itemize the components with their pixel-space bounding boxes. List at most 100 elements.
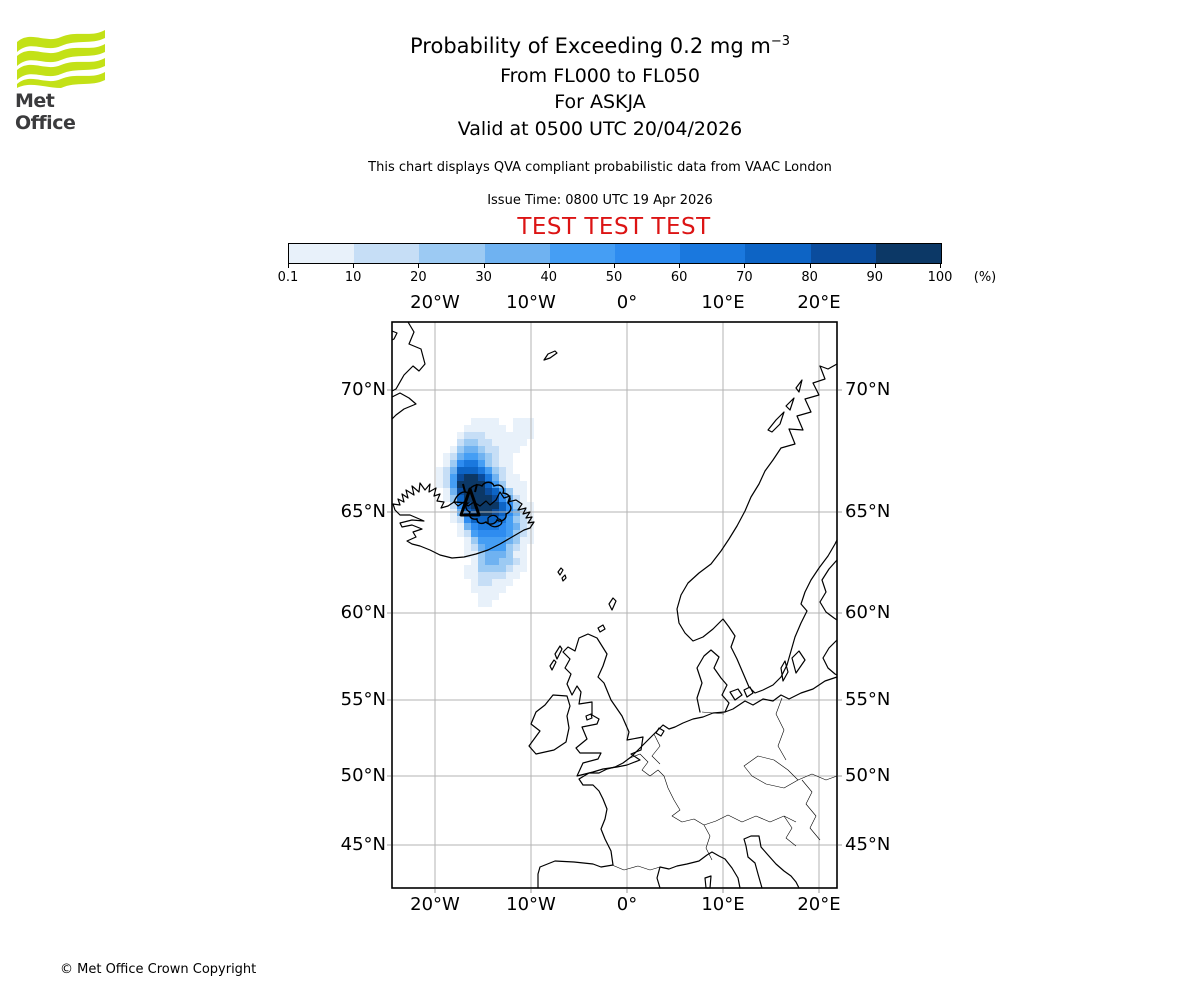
coast-faroes-2 (561, 574, 567, 582)
colorbar-tick-label: 10 (344, 270, 362, 285)
plume-cell (506, 558, 513, 565)
plume-cell (478, 460, 485, 467)
plume-cell (485, 530, 492, 537)
plume-cell (464, 537, 471, 544)
plume-cell (471, 432, 478, 439)
graticule (392, 322, 837, 888)
plume-cell (520, 418, 527, 425)
plume-cell (478, 572, 485, 579)
plume-cell (457, 467, 464, 474)
plume-cell (485, 579, 492, 586)
plume-cell (492, 565, 499, 572)
plume-cell (485, 481, 492, 488)
glacier-outline-2 (487, 514, 503, 528)
plume-cell (492, 432, 499, 439)
plume-cell (485, 474, 492, 481)
plume-cell (499, 474, 506, 481)
plume-cell (520, 432, 527, 439)
plume-cell (464, 439, 471, 446)
coast-lofoten-2 (785, 397, 795, 411)
page-title: Probability of Exceeding 0.2 mg m−3 (410, 34, 790, 58)
coast-adriatic (743, 835, 800, 889)
qva-note: This chart displays QVA compliant probab… (368, 160, 832, 175)
colorbar-segment-1 (289, 244, 355, 263)
plume-cell (492, 474, 499, 481)
plume-cell (492, 551, 499, 558)
plume-cell (478, 446, 485, 453)
plume-cell (471, 418, 478, 425)
colorbar-tick-label: 0.1 (277, 270, 299, 285)
plume-cell (485, 565, 492, 572)
coast-great-britain (562, 633, 644, 777)
plume-cell (443, 488, 450, 495)
plume-cell (499, 425, 506, 432)
plume-cell (492, 467, 499, 474)
subtitle-volcano: For ASKJA (554, 91, 646, 113)
lon-label-bottom: 10°W (506, 894, 556, 915)
plume-cell (464, 474, 471, 481)
lon-label-bottom: 20°W (410, 894, 460, 915)
lat-label-right: 55°N (845, 689, 891, 710)
plume-cell (499, 495, 506, 502)
colorbar-tick (940, 264, 941, 268)
colorbar-tick-label: 90 (866, 270, 884, 285)
plume-cell (478, 537, 485, 544)
plume-cell (443, 460, 450, 467)
plume-cell (520, 565, 527, 572)
plume-cell (520, 488, 527, 495)
plume-cell (471, 537, 478, 544)
lon-label-top: 10°E (701, 292, 745, 313)
test-banner: TEST TEST TEST (517, 214, 711, 240)
plume-cell (478, 565, 485, 572)
plume-cell (464, 523, 471, 530)
plume-cell (457, 516, 464, 523)
lon-label-top: 20°W (410, 292, 460, 313)
plume-cell (471, 530, 478, 537)
plume-cell (443, 481, 450, 488)
lon-label-top: 0° (616, 292, 638, 313)
plume-cell (499, 502, 506, 509)
plume-cell (520, 516, 527, 523)
plume-cell (492, 572, 499, 579)
volcano-area (453, 481, 512, 528)
plume-cell (513, 551, 520, 558)
plume-cell (450, 453, 457, 460)
plume-cell (513, 523, 520, 530)
plume-cell (485, 572, 492, 579)
plume-cell (499, 572, 506, 579)
plume-cell (499, 537, 506, 544)
plume-cell (506, 481, 513, 488)
coast-greenland (391, 321, 426, 392)
plume-cell (450, 516, 457, 523)
plume-cell (464, 488, 471, 495)
colorbar-tick-label: 30 (475, 270, 492, 285)
plume-cell (513, 558, 520, 565)
plume-cell (464, 481, 471, 488)
plume-cell (478, 425, 485, 432)
plume-cell (520, 502, 527, 509)
plume-cell (499, 439, 506, 446)
coast-shetland (608, 597, 617, 611)
plume-cell (506, 523, 513, 530)
colorbar-segment-5 (549, 244, 616, 263)
plume-cell (506, 432, 513, 439)
plume-cell (450, 460, 457, 467)
plume-cell (450, 502, 457, 509)
lat-label-left: 60°N (340, 602, 386, 623)
plume-cell (443, 474, 450, 481)
coast-lofoten (767, 411, 785, 433)
plume-cell (478, 432, 485, 439)
plume-cell (520, 530, 527, 537)
lon-label-bottom: 10°E (701, 894, 745, 915)
plume-cell (485, 488, 492, 495)
plume-cell (499, 565, 506, 572)
coast-gotland (791, 650, 806, 674)
plume-cell (436, 467, 443, 474)
plume-cell (520, 544, 527, 551)
colorbar-segment-2 (354, 244, 420, 263)
plume-cell (478, 551, 485, 558)
colorbar-tick (679, 264, 681, 268)
colorbar-segment-9 (810, 244, 876, 263)
plume-cell (513, 474, 520, 481)
